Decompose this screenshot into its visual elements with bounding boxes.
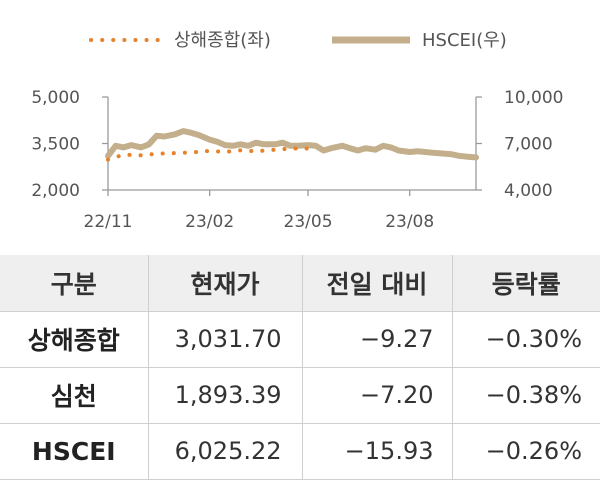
row-change-rate: −0.30% xyxy=(452,311,600,368)
table-row: 상해종합 3,031.70 −9.27 −0.30% xyxy=(0,311,600,368)
x-tick-label: 23/02 xyxy=(185,212,234,232)
dual-axis-line-chart: 상해종합(좌) HSCEI(우) 5,000 3,500 2,000 10,000 7,… xyxy=(31,30,563,232)
right-tick-label: 4,000 xyxy=(504,181,553,201)
right-tick-label: 10,000 xyxy=(504,88,563,108)
left-tick-label: 2,000 xyxy=(31,181,80,201)
row-current-price: 6,025.22 xyxy=(148,423,303,480)
index-quote-table: 구분 현재가 전일 대비 등락률 상해종합 3,031.70 −9.27 −0.… xyxy=(0,255,600,480)
x-tick-label: 22/11 xyxy=(84,212,133,232)
hscei-line xyxy=(105,128,479,161)
row-change: −9.27 xyxy=(302,311,453,368)
row-index-name: 상해종합 xyxy=(0,311,149,368)
legend-label-shanghai: 상해종합(좌) xyxy=(174,30,271,51)
legend-label-hscei: HSCEI(우) xyxy=(422,30,507,51)
right-tick-label: 7,000 xyxy=(504,135,553,155)
chart-ticks: 5,000 3,500 2,000 10,000 7,000 4,000 22/11 23/0… xyxy=(31,88,563,232)
table-header-row: 구분 현재가 전일 대비 등락률 xyxy=(0,255,600,312)
row-index-name: HSCEI xyxy=(0,423,149,480)
row-change: −15.93 xyxy=(302,423,453,480)
shanghai-line xyxy=(106,146,310,162)
row-index-name: 심천 xyxy=(0,367,149,424)
row-current-price: 1,893.39 xyxy=(148,367,303,424)
chart-legend: 상해종합(좌) HSCEI(우) xyxy=(89,30,507,51)
row-change: −7.20 xyxy=(302,367,453,424)
table-row: HSCEI 6,025.22 −15.93 −0.26% xyxy=(0,423,600,480)
x-tick-label: 23/05 xyxy=(284,212,333,232)
row-change-rate: −0.26% xyxy=(452,423,600,480)
chart-series xyxy=(105,128,479,162)
header-category: 구분 xyxy=(0,255,149,312)
x-tick-label: 23/08 xyxy=(385,212,434,232)
header-current-price: 현재가 xyxy=(148,255,303,312)
row-change-rate: −0.38% xyxy=(452,367,600,424)
table-row: 심천 1,893.39 −7.20 −0.38% xyxy=(0,367,600,424)
header-change: 전일 대비 xyxy=(302,255,453,312)
left-tick-label: 3,500 xyxy=(31,135,80,155)
row-current-price: 3,031.70 xyxy=(148,311,303,368)
header-change-rate: 등락률 xyxy=(452,255,600,312)
left-tick-label: 5,000 xyxy=(31,88,80,108)
